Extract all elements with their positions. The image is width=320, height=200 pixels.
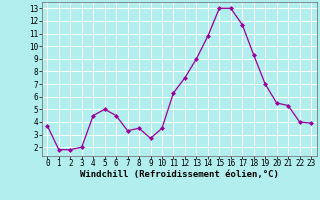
X-axis label: Windchill (Refroidissement éolien,°C): Windchill (Refroidissement éolien,°C) [80, 170, 279, 179]
